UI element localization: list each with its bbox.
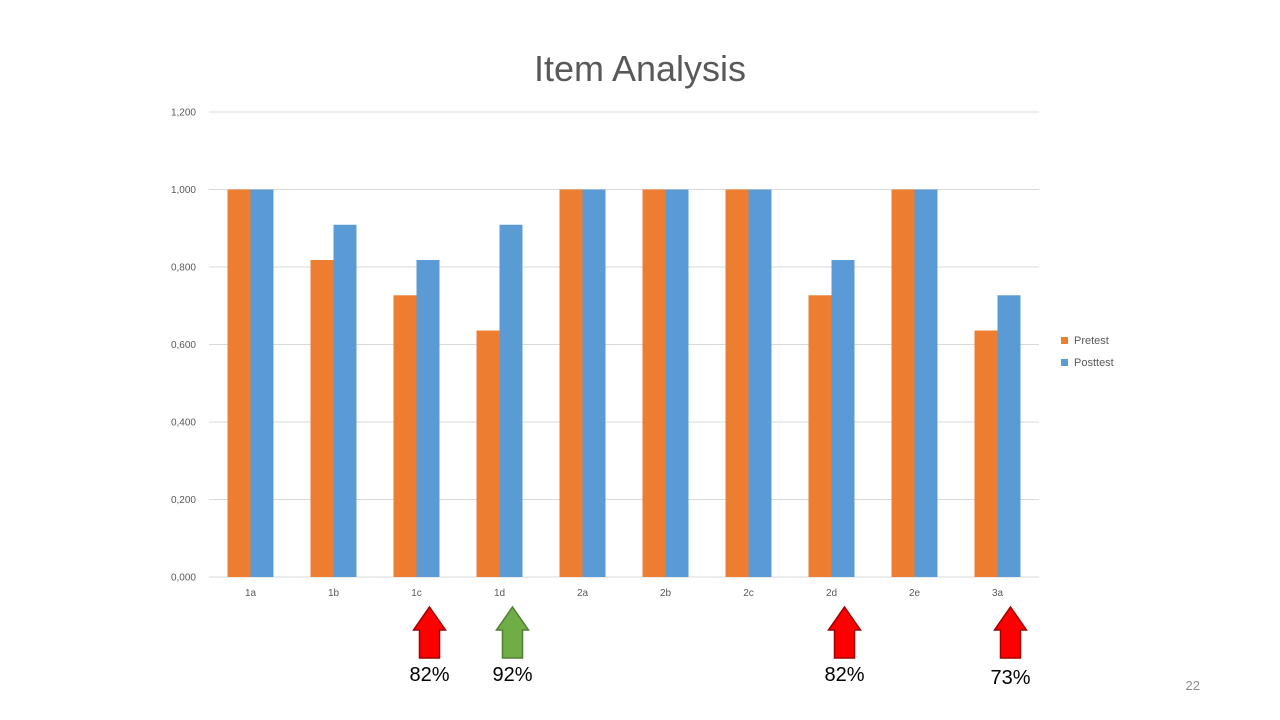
x-axis-ticks: 1a 1b 1c 1d 2a 2b 2c 2d 2e 3a bbox=[245, 588, 1004, 599]
annotation-arrows bbox=[412, 605, 1028, 659]
bar-posttest-1b bbox=[333, 224, 357, 577]
x-tick-label: 3a bbox=[992, 588, 1004, 599]
y-tick-label: 0,200 bbox=[171, 495, 196, 506]
y-tick-label: 1,000 bbox=[171, 185, 196, 196]
bar-pretest-2b bbox=[642, 189, 666, 577]
percent-label: 92% bbox=[492, 664, 533, 686]
percent-label: 82% bbox=[824, 664, 865, 686]
bar-posttest-1c bbox=[416, 260, 440, 577]
bar-pretest-1b bbox=[310, 260, 334, 577]
x-tick-label: 1d bbox=[494, 588, 505, 599]
x-tick-label: 2b bbox=[660, 588, 672, 599]
bar-posttest-1a bbox=[250, 189, 274, 577]
bars bbox=[227, 189, 1021, 577]
y-tick-label: 0,600 bbox=[171, 340, 196, 351]
bar-posttest-2d bbox=[831, 260, 855, 577]
bar-pretest-1d bbox=[476, 330, 500, 577]
up-arrow-icon bbox=[412, 605, 447, 659]
percent-label: 82% bbox=[409, 664, 450, 686]
x-tick-label: 1b bbox=[328, 588, 340, 599]
x-tick-label: 2a bbox=[577, 588, 589, 599]
x-tick-label: 1c bbox=[411, 588, 422, 599]
bar-posttest-2c bbox=[748, 189, 772, 577]
y-tick-label: 0,400 bbox=[171, 418, 196, 429]
legend-swatch bbox=[1061, 359, 1068, 366]
bar-pretest-1c bbox=[393, 295, 417, 577]
bar-pretest-2c bbox=[725, 189, 749, 577]
y-tick-label: 0,800 bbox=[171, 263, 196, 274]
bar-posttest-1d bbox=[499, 224, 523, 577]
x-tick-label: 1a bbox=[245, 588, 257, 599]
x-tick-label: 2d bbox=[826, 588, 837, 599]
bar-pretest-3a bbox=[974, 330, 998, 577]
chart-title: Item Analysis bbox=[533, 48, 747, 89]
up-arrow-icon bbox=[495, 605, 530, 659]
x-tick-label: 2e bbox=[909, 588, 921, 599]
bar-pretest-1a bbox=[227, 189, 251, 577]
legend-label: Posttest bbox=[1074, 357, 1114, 369]
slide-number: 22 bbox=[1185, 678, 1200, 693]
bar-posttest-2b bbox=[665, 189, 689, 577]
bar-pretest-2e bbox=[891, 189, 915, 577]
up-arrow-icon bbox=[827, 605, 862, 659]
y-tick-label: 0,000 bbox=[171, 573, 196, 584]
x-tick-label: 2c bbox=[743, 588, 754, 599]
percent-label: 73% bbox=[990, 667, 1031, 689]
bar-pretest-2d bbox=[808, 295, 832, 577]
bar-posttest-3a bbox=[997, 295, 1021, 577]
bar-pretest-2a bbox=[559, 189, 583, 577]
y-axis-ticks: 0,000 0,200 0,400 0,600 0,800 1,000 1,200 bbox=[171, 108, 196, 584]
legend-label: Pretest bbox=[1074, 335, 1109, 347]
legend-swatch bbox=[1061, 337, 1068, 344]
bar-posttest-2e bbox=[914, 189, 938, 577]
bar-posttest-2a bbox=[582, 189, 606, 577]
up-arrow-icon bbox=[993, 605, 1028, 659]
legend: Pretest Posttest bbox=[1061, 335, 1114, 369]
y-tick-label: 1,200 bbox=[171, 108, 196, 119]
